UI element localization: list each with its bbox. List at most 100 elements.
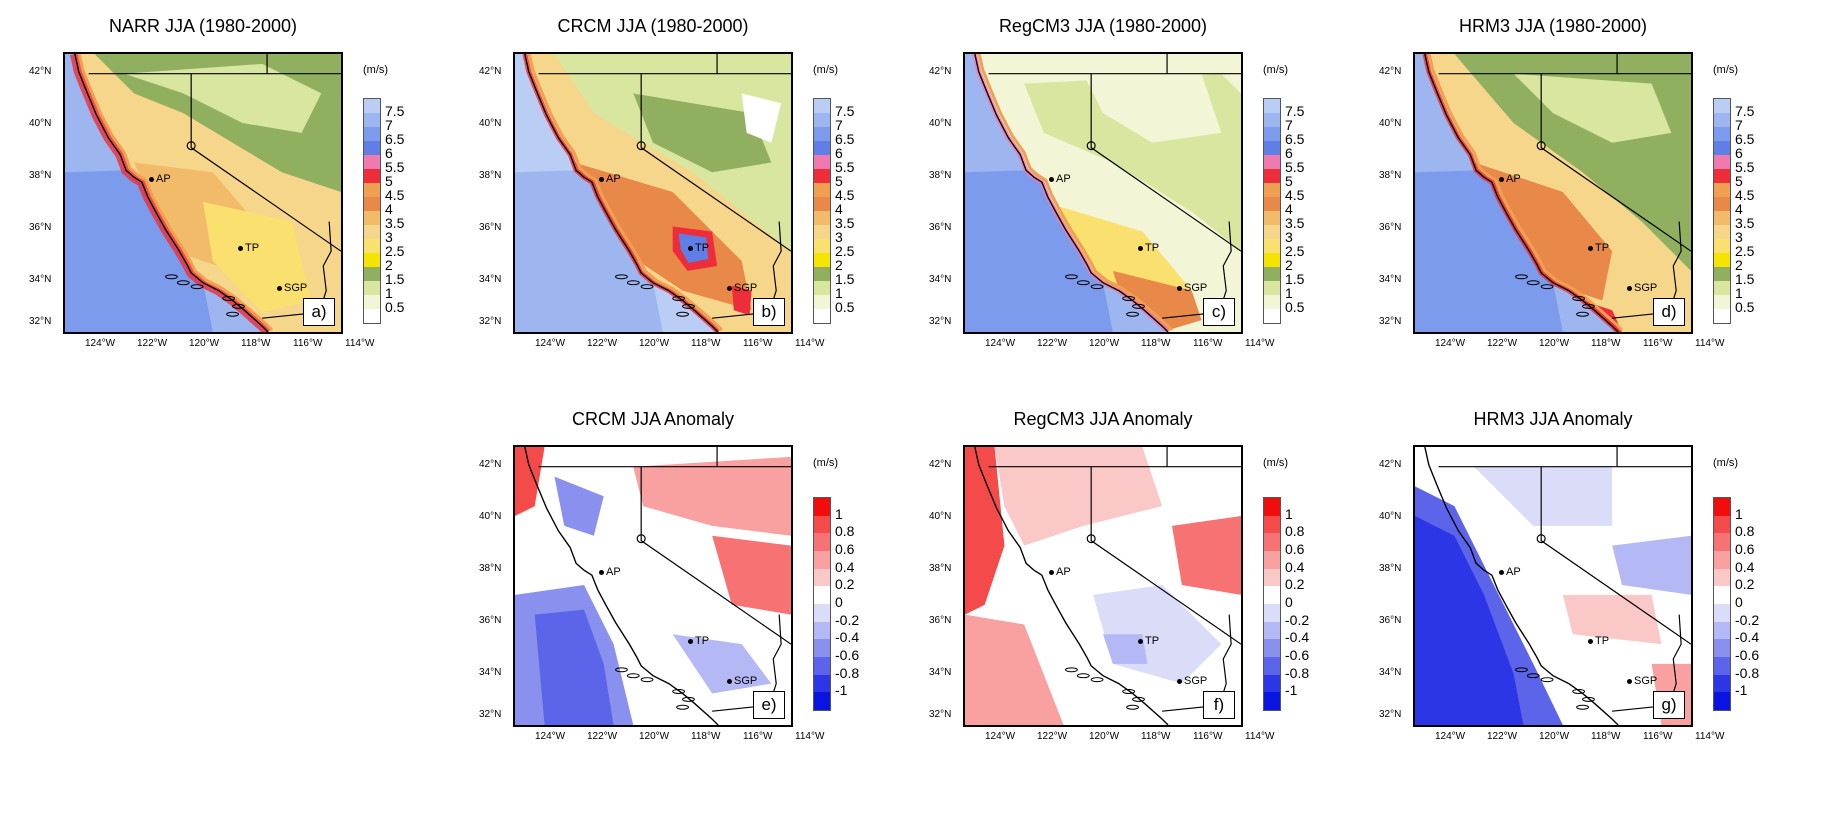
colorbar-label: 1 — [1735, 505, 1743, 522]
colorbar-segment — [364, 239, 380, 253]
lat-tick-label: 40°N — [929, 511, 952, 522]
site-marker-sgp: SGP — [1177, 675, 1207, 687]
colorbar-segment — [1714, 586, 1730, 604]
island-icon — [626, 280, 640, 286]
site-label: TP — [695, 635, 710, 647]
coastline — [524, 54, 719, 332]
lon-tick-label: 118°W — [1141, 731, 1171, 742]
colorbar-label: 7 — [385, 117, 393, 133]
site-label: AP — [606, 173, 621, 185]
lake-tahoe-icon — [1536, 534, 1546, 544]
panel-title: CRCM JJA (1980-2000) — [557, 16, 749, 36]
colorbar-label: 5 — [1735, 173, 1743, 189]
colorbar-label: 5.5 — [1285, 159, 1305, 175]
colorbar-segment — [814, 656, 830, 675]
colorbar-segment — [1714, 183, 1730, 197]
colorbar-segment — [1264, 586, 1280, 604]
colorbar-segment — [1264, 692, 1280, 710]
colorbar-label: 6.5 — [835, 131, 855, 147]
panel-title: RegCM3 JJA Anomaly — [1013, 409, 1193, 429]
colorbar-segment — [814, 281, 830, 295]
lon-tick-label: 124°W — [985, 338, 1016, 349]
island-icon — [1526, 280, 1540, 286]
lon-tick-label: 116°W — [293, 338, 323, 349]
lon-tick-label: 114°W — [795, 731, 825, 742]
colorbar-unit: (m/s) — [1713, 457, 1739, 469]
island-icon — [1090, 677, 1104, 683]
colorbar-segment — [364, 155, 380, 169]
panel-letter: g) — [1653, 691, 1685, 719]
lon-tick-label: 114°W — [795, 338, 825, 349]
colorbar-segment — [814, 621, 830, 640]
lon-tick-label: 114°W — [345, 338, 375, 349]
colorbar-segment — [1264, 656, 1280, 675]
site-marker-ap: AP — [599, 566, 621, 578]
island-icon — [190, 284, 204, 290]
colorbar-label: 1 — [1285, 285, 1293, 301]
map-frame — [1413, 52, 1693, 334]
colorbar-segment — [1264, 550, 1280, 569]
panel-letter: e) — [753, 691, 785, 719]
colorbar-segment — [1714, 113, 1730, 127]
colorbar-label: 5.5 — [1735, 159, 1755, 175]
lon-tick-label: 120°W — [1539, 338, 1570, 349]
map-frame — [963, 52, 1243, 334]
colorbar-label: 5 — [385, 173, 393, 189]
state-border-nevada — [1540, 466, 1691, 645]
colorbar-segment — [1714, 621, 1730, 640]
colorbar-label: 5.5 — [385, 159, 405, 175]
island-icon — [1576, 311, 1589, 317]
island-icon — [232, 303, 245, 309]
colorbar-label: 7.5 — [1735, 103, 1755, 119]
lon-tick-label: 114°W — [1245, 338, 1275, 349]
lon-tick-label: 116°W — [1643, 731, 1673, 742]
colorbar-segment — [814, 267, 830, 281]
site-marker-sgp: SGP — [1627, 282, 1657, 294]
colorbar-segment — [1264, 253, 1280, 267]
colorbar-segment — [814, 692, 830, 710]
colorbar-segment — [1264, 99, 1280, 113]
lon-tick-label: 116°W — [1193, 338, 1223, 349]
island-icon — [1515, 667, 1528, 673]
lon-tick-label: 124°W — [1435, 731, 1466, 742]
island-icon — [1576, 704, 1589, 710]
site-label: AP — [606, 566, 621, 578]
colorbar-label: 6.5 — [1285, 131, 1305, 147]
colorbar-label: 0.4 — [835, 558, 855, 575]
colorbar-segment — [364, 169, 380, 183]
colorbar-segment — [1714, 692, 1730, 710]
colorbar-label: -0.6 — [835, 647, 860, 663]
colorbar-label: -0.8 — [1285, 664, 1310, 681]
island-icon — [1515, 274, 1528, 280]
site-marker-ap: AP — [599, 173, 621, 185]
site-marker-tp: TP — [1138, 242, 1159, 254]
lat-tick-label: 34°N — [29, 274, 52, 285]
lat-tick-label: 32°N — [29, 316, 52, 327]
lon-tick-label: 120°W — [1089, 338, 1120, 349]
lon-tick-label: 122°W — [587, 338, 618, 349]
colorbar-segment — [1264, 568, 1280, 587]
site-marker-tp: TP — [238, 242, 259, 254]
lat-tick-label: 42°N — [929, 66, 952, 77]
lon-tick-label: 120°W — [189, 338, 220, 349]
colorbar-segment — [364, 281, 380, 295]
island-icon — [672, 296, 686, 301]
colorbar-label: 1 — [1285, 505, 1293, 522]
lake-tahoe-icon — [1086, 141, 1096, 151]
colorbar-segment — [1714, 498, 1730, 516]
colorbar-segment — [814, 309, 830, 323]
colorbar-segment — [1264, 309, 1280, 323]
lat-tick-label: 34°N — [1379, 667, 1402, 678]
colorbar-segment — [1714, 281, 1730, 295]
colorbar-segment — [814, 253, 830, 267]
colorbar-label: 3.5 — [385, 215, 405, 231]
colorbar-label: 1.5 — [1285, 271, 1305, 287]
site-label: TP — [1145, 635, 1160, 647]
colorbar-segment — [814, 183, 830, 197]
colorbar-label: 7 — [1735, 117, 1743, 133]
colorbar-segment — [1264, 113, 1280, 127]
island-icon — [626, 673, 640, 679]
colorbar-label: 5.5 — [835, 159, 855, 175]
island-icon — [640, 284, 654, 290]
colorbar-segment — [1264, 267, 1280, 281]
